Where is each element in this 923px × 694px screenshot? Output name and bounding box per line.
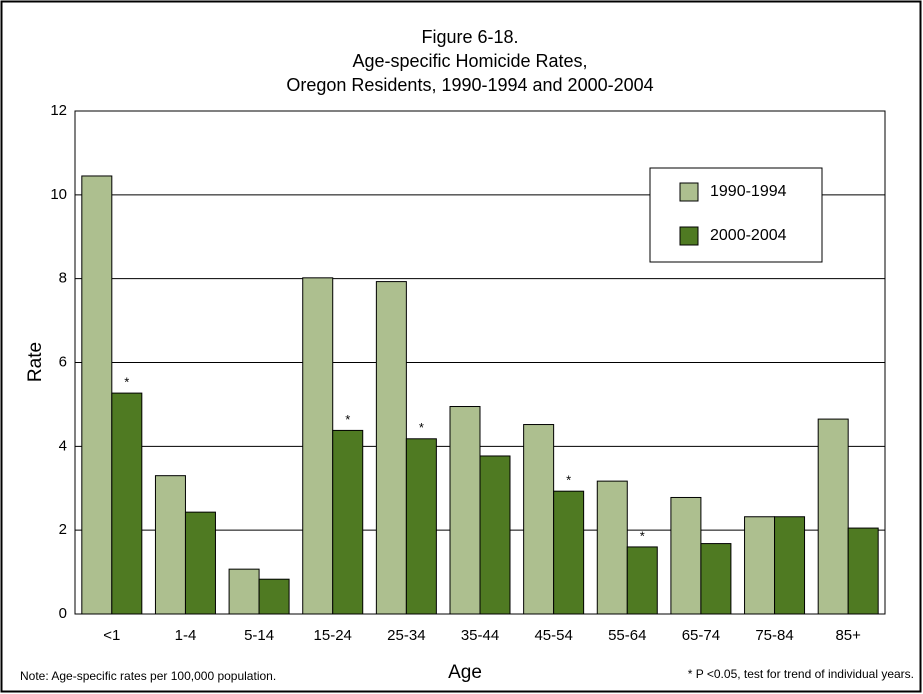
y-axis-label: Rate: [25, 342, 46, 382]
chart-title: Oregon Residents, 1990-1994 and 2000-200…: [286, 75, 653, 95]
y-tick-label: 10: [50, 186, 67, 203]
chart-title: Age-specific Homicide Rates,: [352, 51, 587, 71]
legend-label: 2000-2004: [710, 227, 787, 244]
legend-swatch: [679, 182, 699, 202]
legend-box: [649, 167, 823, 263]
y-tick-label: 0: [59, 605, 67, 622]
bar: [479, 455, 511, 615]
bar: [626, 546, 658, 615]
significance-flag: *: [124, 375, 129, 390]
note: Note: Age-specific rates per 100,000 pop…: [20, 669, 276, 683]
bar: [670, 496, 702, 615]
bar: [81, 175, 113, 615]
bar: [774, 516, 806, 615]
bar: [111, 392, 143, 615]
y-tick-label: 6: [59, 353, 67, 370]
note: * P <0.05, test for trend of individual …: [688, 667, 914, 681]
y-tick-label: 8: [59, 270, 67, 287]
bar: [228, 568, 260, 615]
significance-flag: *: [345, 412, 350, 427]
bar: [700, 543, 732, 615]
bar: [375, 281, 407, 615]
bar: [817, 418, 849, 615]
significance-flag: *: [640, 528, 645, 543]
bar: [449, 406, 481, 615]
bar: [523, 424, 555, 615]
x-tick-label: 55-64: [608, 627, 646, 644]
x-tick-label: 45-54: [534, 627, 572, 644]
bar: [553, 490, 585, 615]
significance-flag: *: [419, 420, 424, 435]
x-tick-label: 1-4: [175, 627, 197, 644]
x-tick-label: 75-84: [755, 627, 793, 644]
x-axis-label: Age: [448, 662, 482, 683]
legend-swatch: [679, 226, 699, 246]
bar: [744, 516, 776, 615]
x-tick-label: 35-44: [461, 627, 499, 644]
bar: [596, 480, 628, 615]
x-tick-label: 65-74: [682, 627, 720, 644]
x-tick-label: <1: [103, 627, 120, 644]
significance-flag: *: [566, 473, 571, 488]
y-tick-label: 2: [59, 521, 67, 538]
bar: [154, 475, 186, 615]
y-tick-label: 12: [50, 102, 67, 119]
bar: [302, 277, 334, 615]
bar: [332, 429, 364, 615]
bar: [847, 527, 879, 615]
x-tick-label: 85+: [835, 627, 861, 644]
chart-title: Figure 6-18.: [421, 27, 518, 47]
y-tick-label: 4: [59, 437, 67, 454]
bar: [258, 578, 290, 615]
x-tick-label: 25-34: [387, 627, 425, 644]
x-tick-label: 5-14: [244, 627, 274, 644]
bar: [405, 438, 437, 615]
x-tick-label: 15-24: [314, 627, 352, 644]
legend-label: 1990-1994: [710, 183, 787, 200]
bar: [184, 511, 216, 615]
